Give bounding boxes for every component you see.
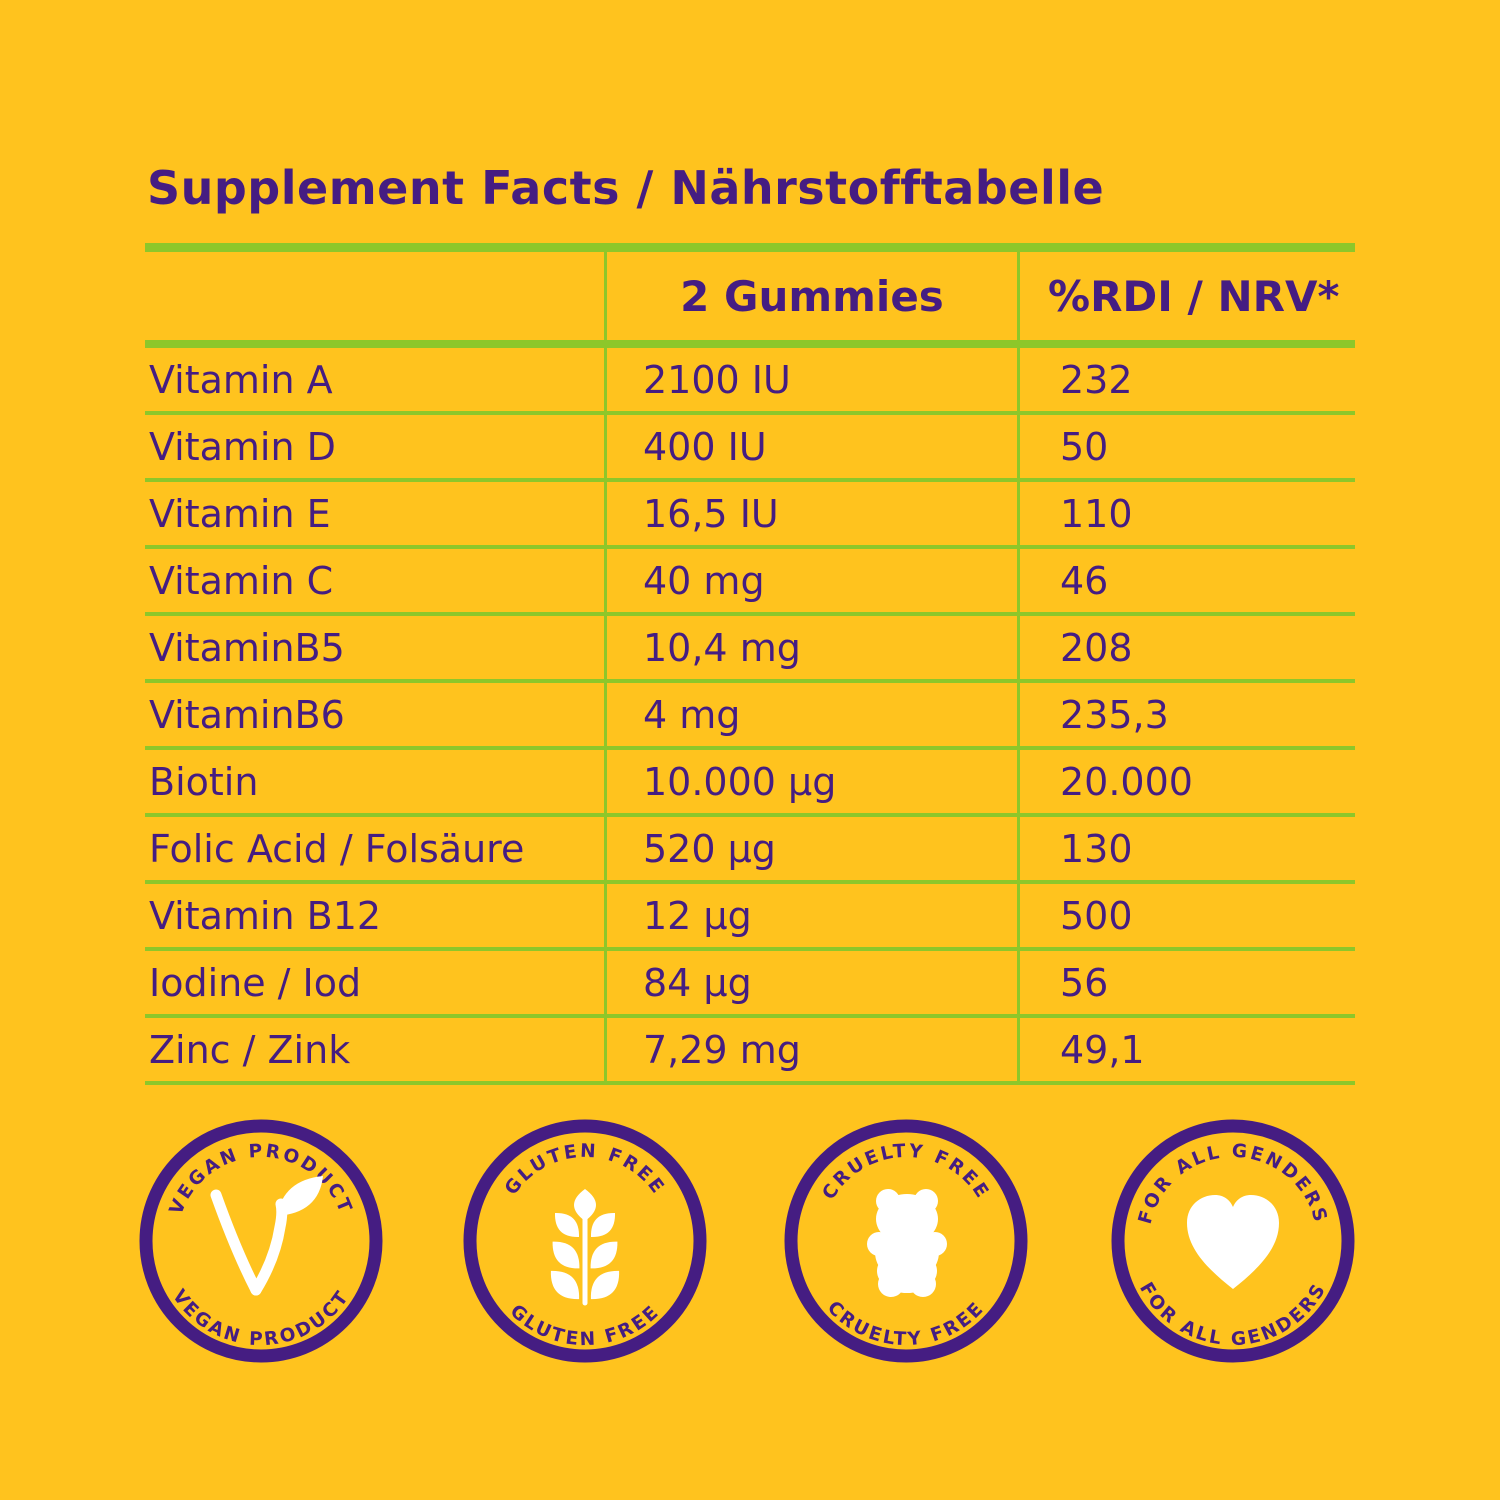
header-rdi-label: %RDI / NRV* [1048,271,1340,321]
nutrient-name: VitaminB5 [149,625,345,670]
badge-vegan-product: VEGAN PRODUCT VEGAN PRODUCT [139,1119,383,1363]
nutrient-rdi: 208 [1060,625,1133,670]
nutrient-name: Vitamin B12 [149,893,382,938]
table-row: Folic Acid / Folsäure 520 µg 130 [145,817,1355,884]
header-amount-cell: 2 Gummies [604,252,1017,340]
nutrient-name: Biotin [149,759,259,804]
table-row: Vitamin D 400 IU 50 [145,415,1355,482]
nutrient-amount: 16,5 IU [643,491,779,536]
nutrient-rdi: 130 [1060,826,1133,871]
nutrient-amount: 12 µg [643,893,752,938]
nutrient-amount: 400 IU [643,424,767,469]
badge-for-all-genders: FOR ALL GENDERS FOR ALL GENDERS [1111,1119,1355,1363]
supplement-table: 2 Gummies %RDI / NRV* Vitamin A 2100 IU … [145,243,1355,1085]
table-row: Vitamin A 2100 IU 232 [145,348,1355,415]
nutrient-name: VitaminB6 [149,692,345,737]
header-rdi-cell: %RDI / NRV* [1017,252,1355,340]
wheat-icon [550,1189,620,1306]
nutrient-rdi: 20.000 [1060,759,1193,804]
header-amount-label: 2 Gummies [680,271,944,321]
table-body: Vitamin A 2100 IU 232 Vitamin D 400 IU 5… [145,348,1355,1085]
table-row: Vitamin B12 12 µg 500 [145,884,1355,951]
table-row: VitaminB6 4 mg 235,3 [145,683,1355,750]
nutrient-name: Iodine / Iod [149,960,362,1005]
page-title: Supplement Facts / Nährstofftabelle [147,161,1105,215]
badge-ring [139,1119,383,1363]
nutrient-amount: 7,29 mg [643,1027,801,1072]
nutrient-name: Vitamin A [149,357,333,402]
table-header-row: 2 Gummies %RDI / NRV* [145,252,1355,348]
nutrient-name: Vitamin D [149,424,336,469]
badge-gluten-free: GLUTEN FREE GLUTEN FREE [463,1119,707,1363]
nutrient-rdi: 56 [1060,960,1109,1005]
nutrient-amount: 84 µg [643,960,752,1005]
gummy-bear-icon [867,1189,947,1297]
badge-ring [784,1119,1028,1363]
vegan-v-leaf-icon [210,1176,323,1296]
nutrient-rdi: 50 [1060,424,1109,469]
nutrient-name: Vitamin E [149,491,331,536]
nutrient-rdi: 500 [1060,893,1133,938]
table-row: Iodine / Iod 84 µg 56 [145,951,1355,1018]
badge-ring [1111,1119,1355,1363]
table-row: VitaminB5 10,4 mg 208 [145,616,1355,683]
header-nutrient-cell [145,252,604,340]
nutrient-amount: 4 mg [643,692,741,737]
nutrient-amount: 40 mg [643,558,765,603]
nutrient-amount: 2100 IU [643,357,791,402]
nutrient-rdi: 49,1 [1060,1027,1145,1072]
table-row: Zinc / Zink 7,29 mg 49,1 [145,1018,1355,1085]
nutrient-name: Folic Acid / Folsäure [149,826,525,871]
nutrient-amount: 520 µg [643,826,776,871]
nutrient-rdi: 110 [1060,491,1133,536]
heart-icon [1187,1195,1279,1289]
badge-cruelty-free: CRUELTY FREE CRUELTY FREE [784,1119,1028,1363]
badge-ring [463,1119,707,1363]
nutrient-amount: 10.000 µg [643,759,837,804]
nutrient-name: Vitamin C [149,558,334,603]
nutrient-name: Zinc / Zink [149,1027,351,1072]
table-row: Biotin 10.000 µg 20.000 [145,750,1355,817]
nutrient-rdi: 232 [1060,357,1133,402]
nutrient-rdi: 235,3 [1060,692,1169,737]
nutrient-rdi: 46 [1060,558,1109,603]
table-row: Vitamin E 16,5 IU 110 [145,482,1355,549]
table-row: Vitamin C 40 mg 46 [145,549,1355,616]
nutrient-amount: 10,4 mg [643,625,801,670]
